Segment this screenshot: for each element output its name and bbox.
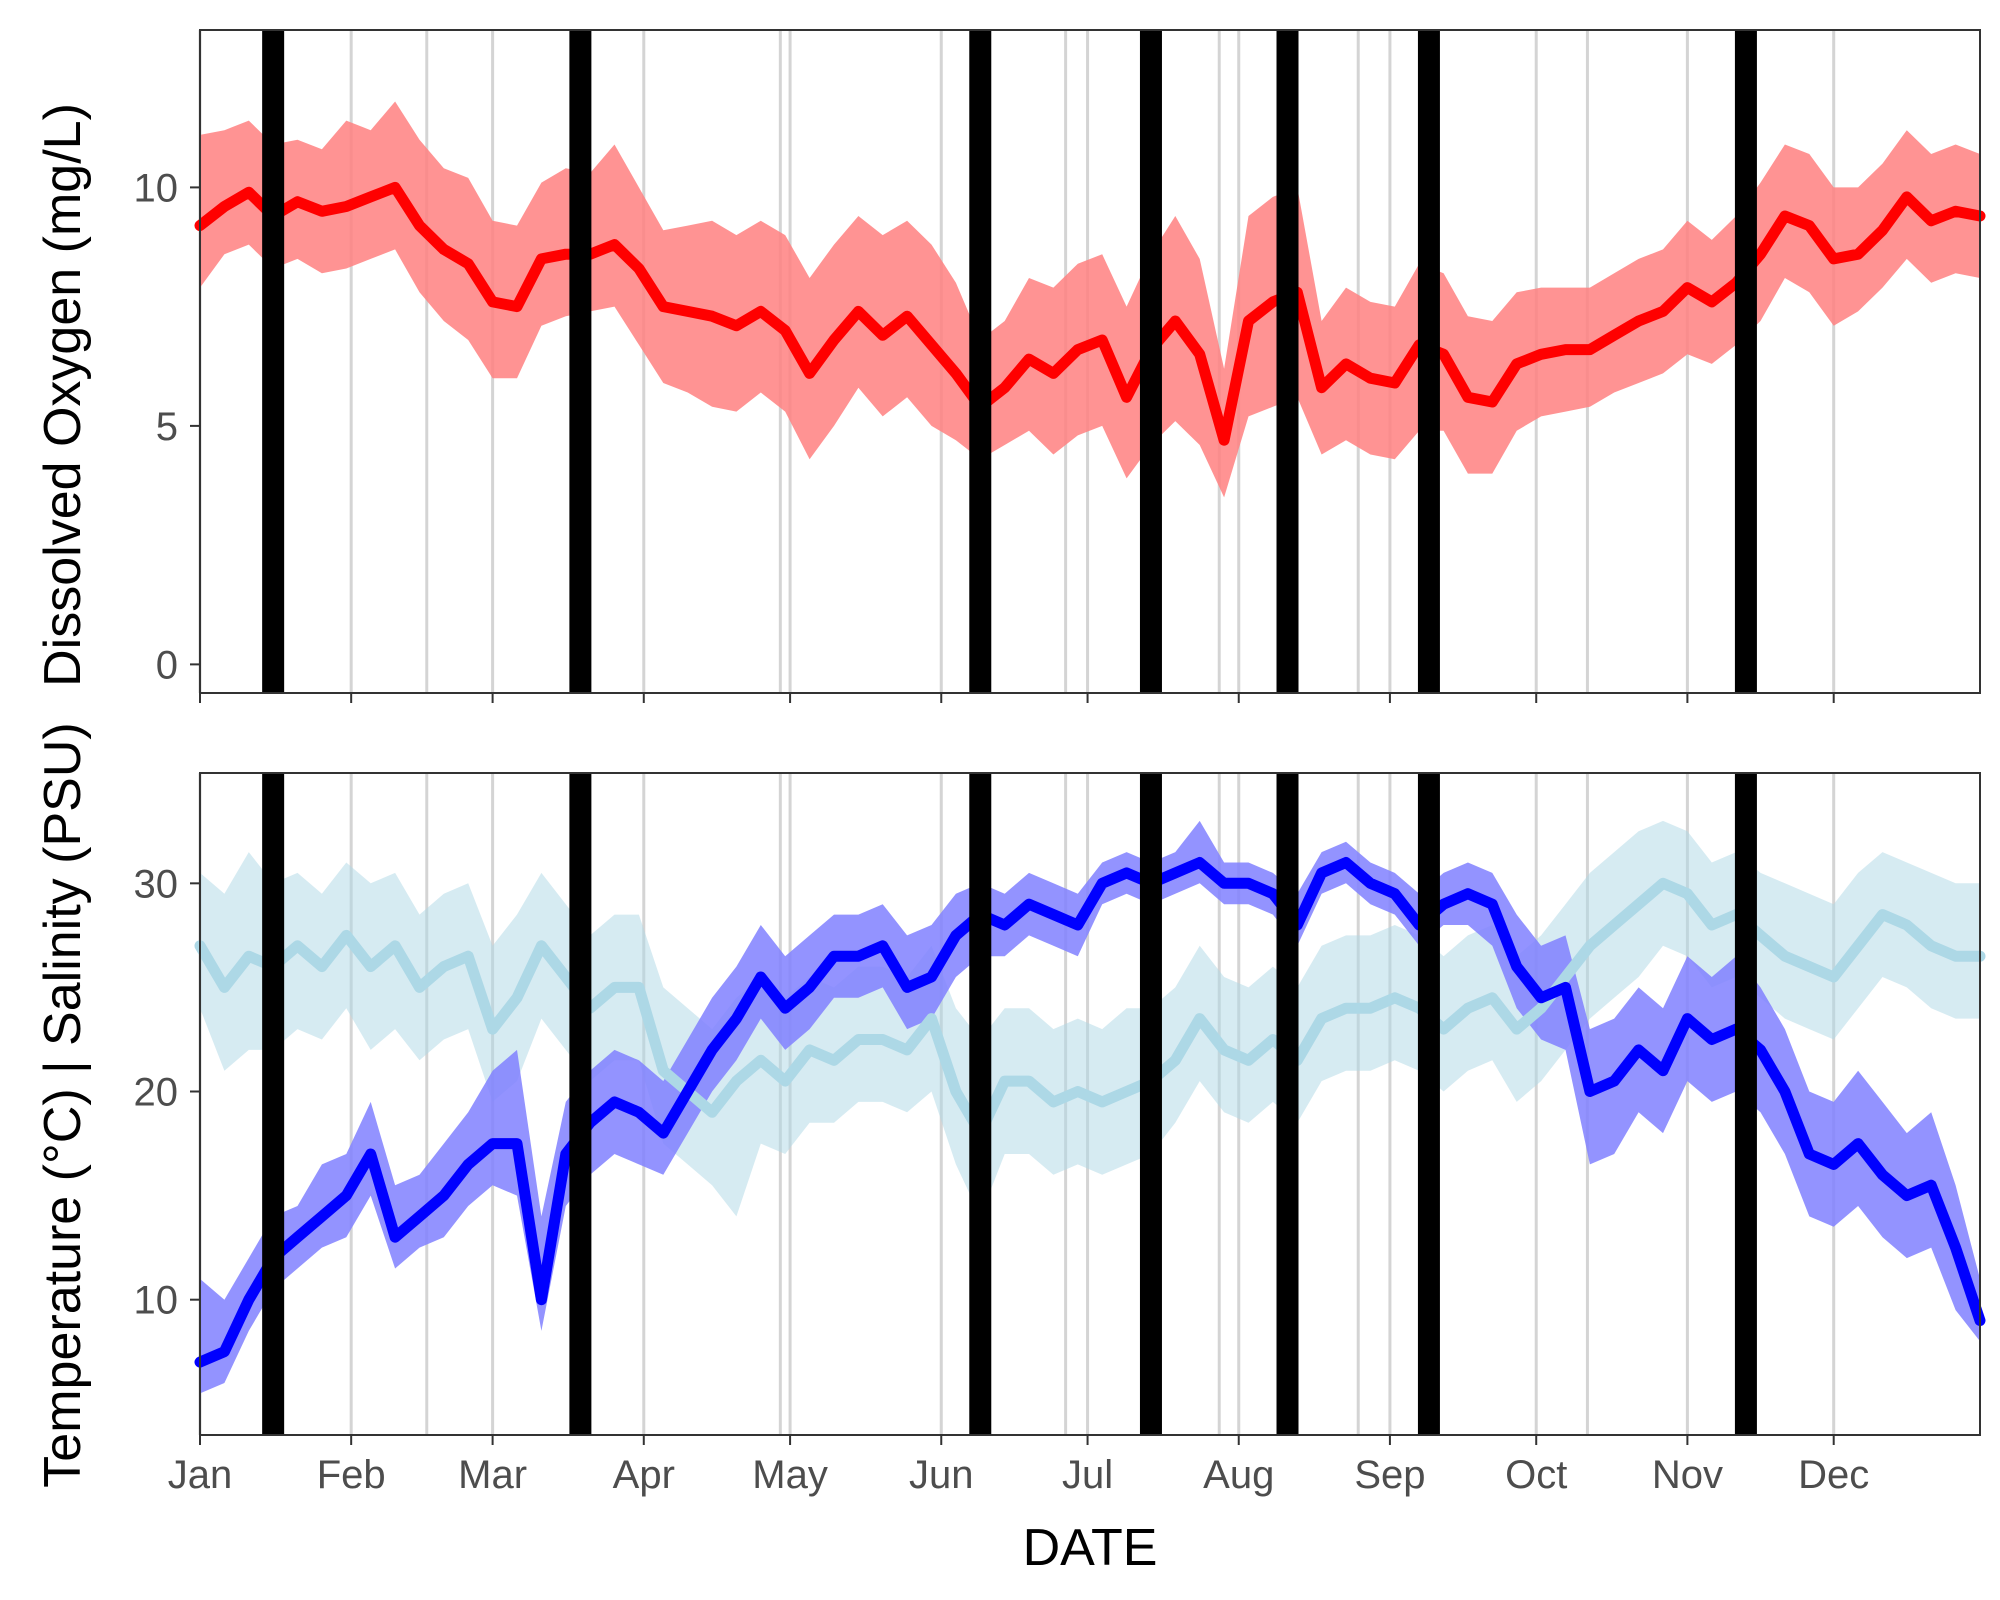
temp-sal-sampling-bar-6: [1734, 773, 1757, 1435]
do-sampling-bar-6: [1734, 30, 1757, 693]
temp-sal-y-tick-label-2: 30: [134, 862, 179, 906]
x-tick-label-may: May: [752, 1453, 828, 1497]
temp-sal-y-tick-label-0: 10: [134, 1279, 179, 1323]
x-tick-label-dec: Dec: [1798, 1453, 1869, 1497]
x-tick-label-mar: Mar: [458, 1453, 527, 1497]
temp-sal-y-tick-label-1: 20: [134, 1071, 179, 1115]
panel-temperature-salinity: 10 20 30 Jan Feb Mar Apr May Jun Jul Aug Sep Oct Nov D…: [134, 772, 1986, 1497]
temp-sal-plot-border: [199, 772, 1981, 1436]
do-series-0-range-band: [200, 101, 1980, 498]
do-sampling-bar-3: [1139, 30, 1162, 693]
x-tick-label-jun: Jun: [909, 1453, 974, 1497]
do-sampling-bar-5: [1417, 30, 1440, 693]
temp-sal-sampling-bar-2: [969, 773, 992, 1435]
x-tick-label-apr: Apr: [613, 1453, 675, 1497]
x-tick-label-sep: Sep: [1354, 1453, 1425, 1497]
temp-sal-series-0-line: [194, 877, 1986, 1139]
temp-sal-series-0-range-band: [200, 820, 1980, 1217]
temp-sal-sampling-bar-0: [262, 773, 285, 1435]
temp-sal-sampling-bar-5: [1417, 773, 1440, 1435]
do-y-tick-label-0: 0: [156, 643, 178, 687]
do-sampling-bar-2: [969, 30, 992, 693]
do-y-tick-label-1: 5: [156, 405, 178, 449]
temp-sal-series-1-range-band: [200, 820, 1980, 1394]
y-axis-title-temperature-salinity: Temperature (°C) | Salinity (PSU): [34, 722, 92, 1487]
temp-sal-sampling-bar-4: [1276, 773, 1299, 1435]
x-axis-title: DATE: [1023, 1519, 1158, 1577]
x-tick-label-jan: Jan: [168, 1453, 233, 1497]
x-tick-label-aug: Aug: [1203, 1453, 1274, 1497]
y-axis-title-dissolved-oxygen: Dissolved Oxygen (mg/L): [34, 103, 92, 687]
do-plot-border: [199, 29, 1981, 694]
panel-dissolved-oxygen: 0 5 10: [134, 29, 1986, 703]
do-series-0-line: [194, 181, 1986, 446]
do-y-tick-label-2: 10: [134, 166, 179, 210]
x-tick-label-jul: Jul: [1062, 1453, 1113, 1497]
temp-sal-sampling-bar-1: [569, 773, 592, 1435]
temp-sal-series-1-line: [194, 857, 1986, 1368]
do-sampling-bar-4: [1276, 30, 1299, 693]
x-tick-label-nov: Nov: [1652, 1453, 1723, 1497]
x-tick-label-oct: Oct: [1505, 1453, 1567, 1497]
temp-sal-sampling-bar-3: [1139, 773, 1162, 1435]
do-sampling-bar-1: [569, 30, 592, 693]
x-tick-label-feb: Feb: [317, 1453, 386, 1497]
do-sampling-bar-0: [262, 30, 285, 693]
